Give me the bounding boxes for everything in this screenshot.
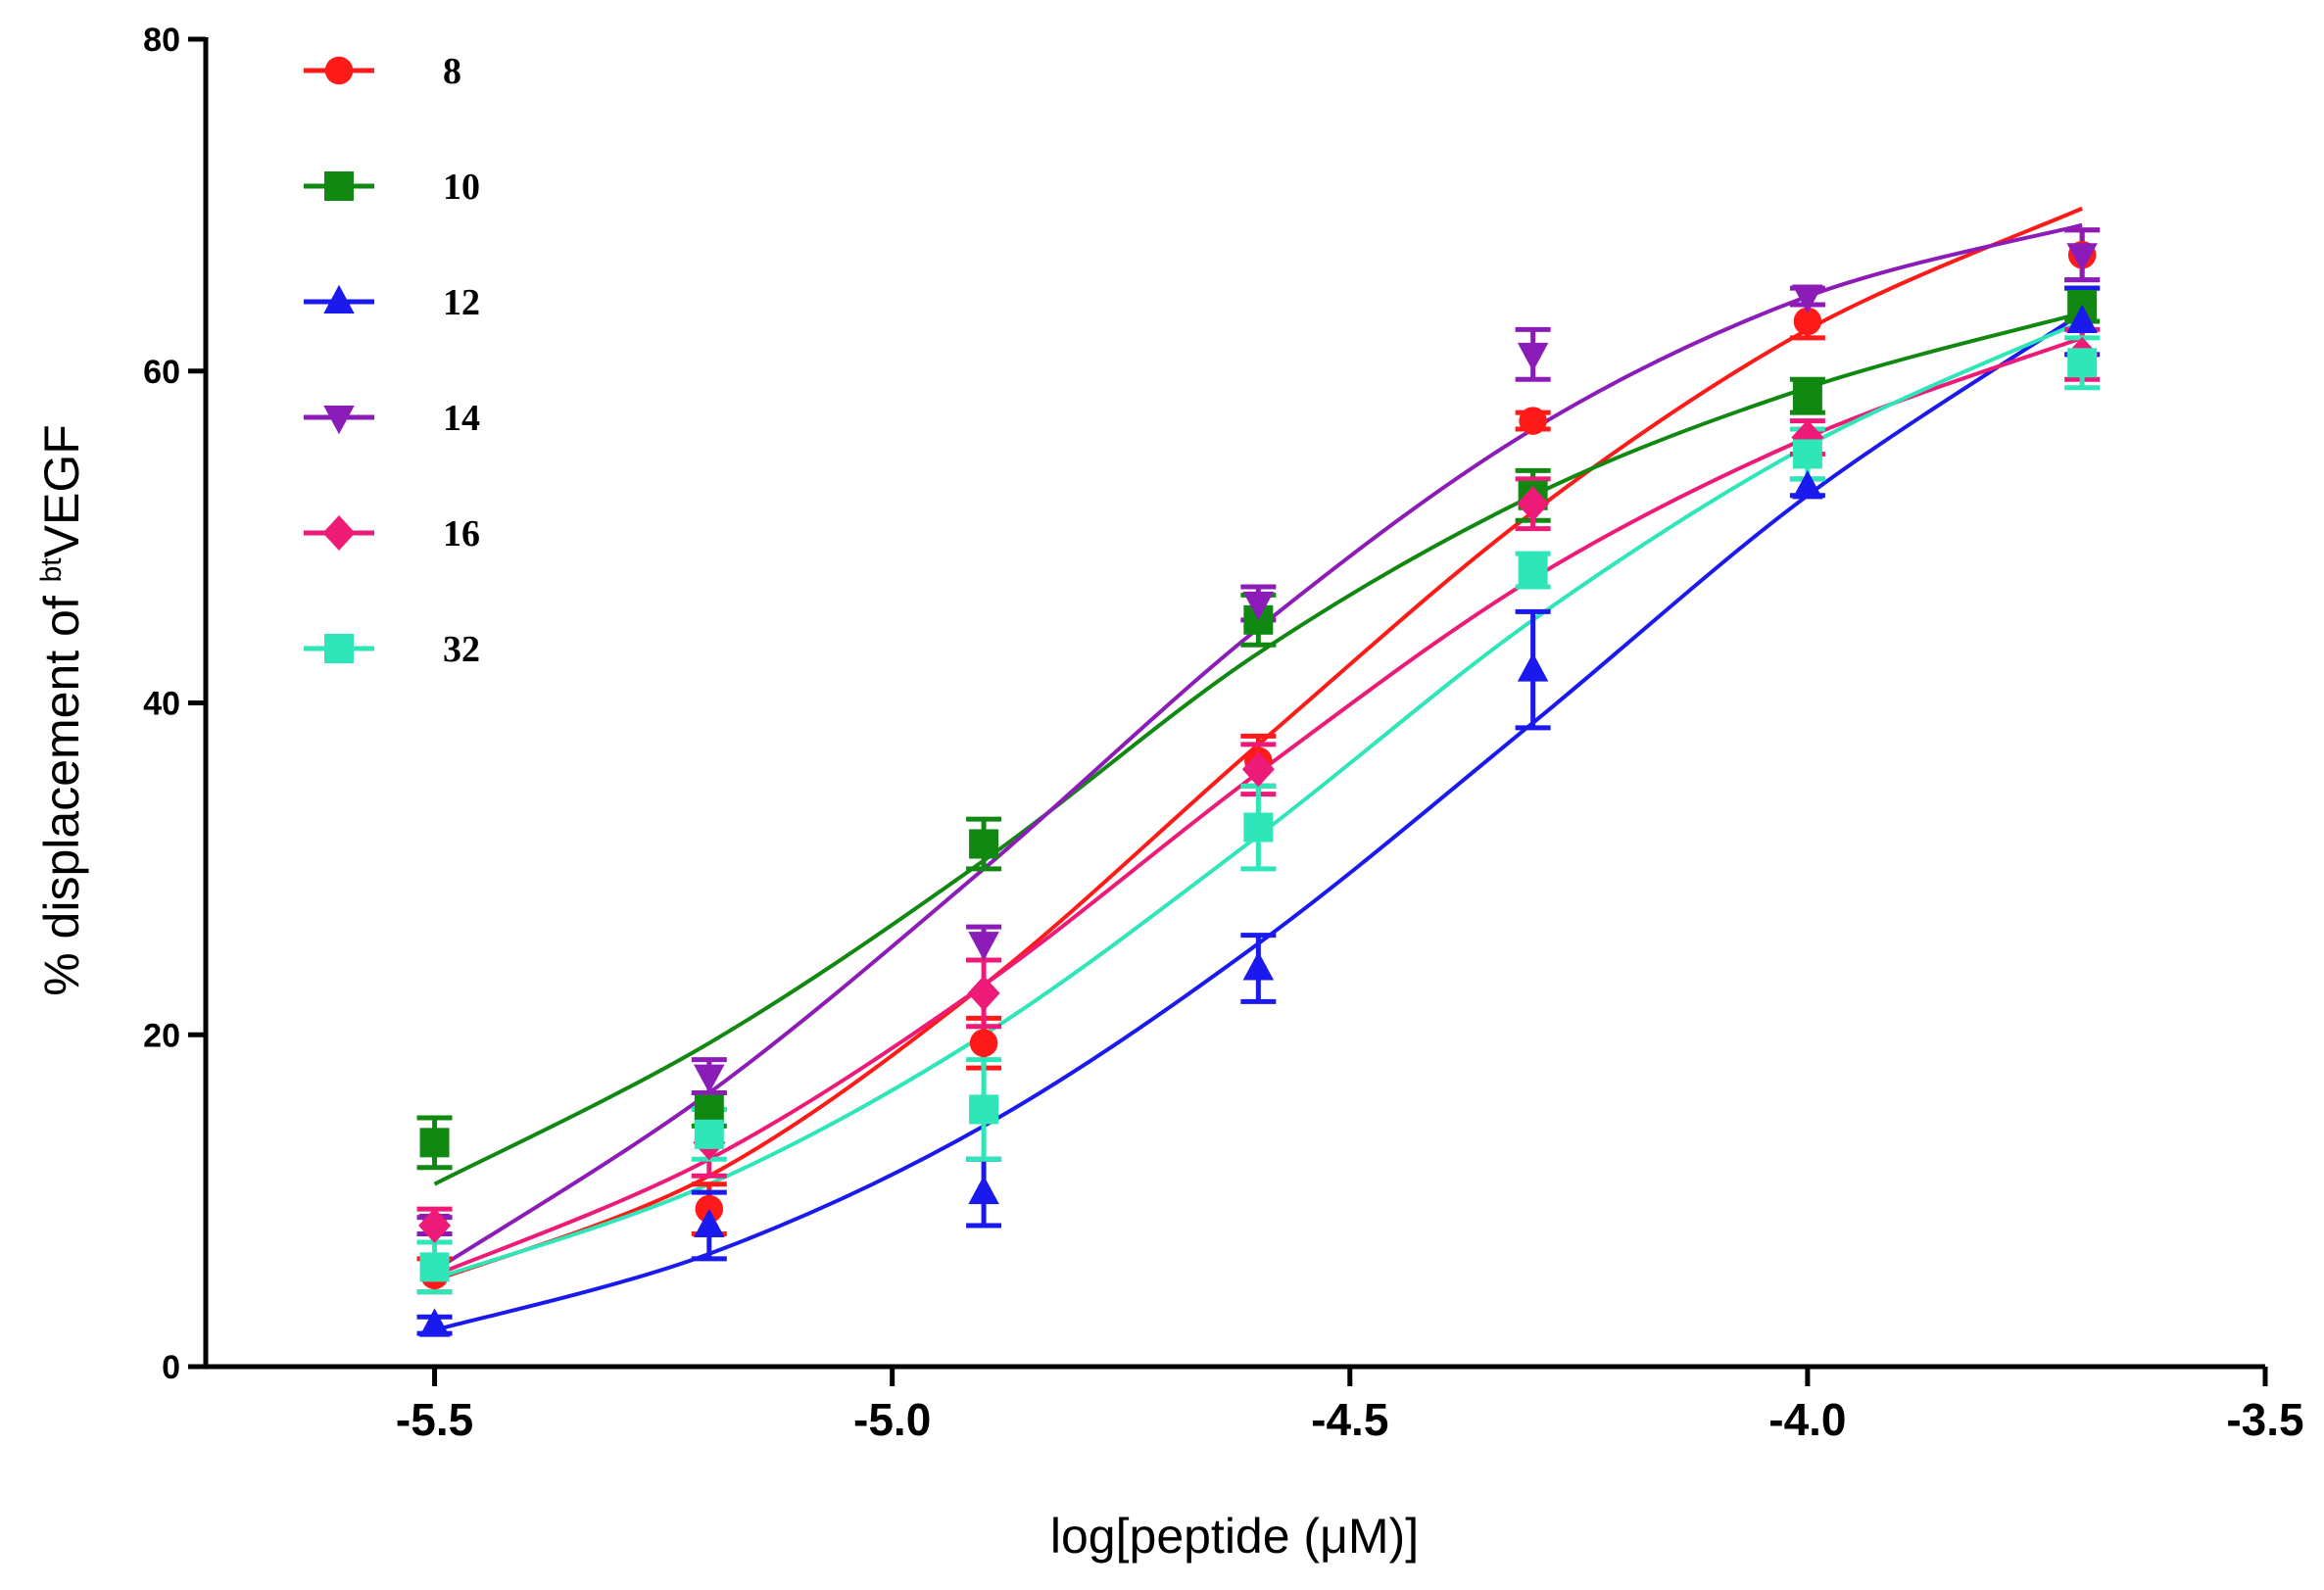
point-8 [969,1029,998,1057]
y-axis-label: % displacement of btVEGF [34,424,89,996]
point-12 [968,1175,999,1205]
legend-label-16: 16 [443,513,480,554]
point-16 [967,975,1000,1011]
point-14 [1517,342,1549,372]
point-14 [2066,243,2098,272]
point-16 [1241,751,1275,788]
point-32 [1243,812,1274,843]
y-axis-label-prefix: % displacement of [34,582,89,995]
legend-marker-8 [324,56,354,85]
point-16 [1517,486,1550,522]
x-tick-label: -4.5 [1311,1394,1388,1445]
data-points [418,240,2099,1337]
y-tick-label: 40 [143,686,180,723]
point-10 [694,1094,724,1125]
point-8 [1793,307,1822,336]
point-14 [968,932,999,961]
point-10 [419,1128,450,1158]
point-12 [1792,470,1823,500]
x-tick-label: -3.5 [2226,1394,2303,1445]
point-32 [969,1094,999,1125]
point-32 [419,1252,450,1282]
point-14 [1242,591,1275,621]
y-tick-label: 20 [143,1017,180,1054]
point-16 [418,1208,452,1244]
legend-marker-10 [324,171,354,201]
x-tick-label: -5.5 [396,1394,473,1445]
legend-marker-12 [323,284,355,313]
legend-label-10: 10 [443,167,480,208]
legend-marker-16 [322,515,356,551]
legend: 8 10 12 14 16 32 [304,51,480,670]
x-tick-label: -5.0 [853,1394,931,1445]
y-axis-label-suffix: VEGF [34,424,89,557]
point-32 [1792,439,1822,469]
point-32 [2067,348,2098,378]
point-14 [1792,284,1823,313]
legend-marker-32 [324,634,354,663]
y-tick-label: 80 [143,22,180,59]
legend-label-32: 32 [443,629,480,670]
legend-marker-14 [323,406,355,435]
x-tick-label: -4.0 [1768,1394,1846,1445]
point-32 [1518,555,1548,585]
x-axis-label: log[peptide (μM)] [1050,1509,1419,1564]
point-10 [969,829,999,859]
y-tick-label: 60 [143,354,180,391]
point-12 [1517,652,1549,682]
point-12 [694,1208,725,1238]
point-8 [1519,407,1547,435]
axes: 0 20 40 60 80 -5.5 -5.0 -4.5 -4.0 -3.5 [143,22,2303,1445]
legend-label-8: 8 [443,51,461,92]
point-12 [2066,304,2098,333]
point-10 [1792,381,1822,411]
point-32 [694,1119,724,1149]
point-12 [1242,951,1275,981]
point-12 [418,1308,451,1337]
legend-label-14: 14 [443,398,480,439]
y-axis-label-superscript: bt [35,557,68,583]
y-tick-label: 0 [162,1349,180,1386]
legend-label-12: 12 [443,282,480,323]
point-14 [694,1064,725,1093]
